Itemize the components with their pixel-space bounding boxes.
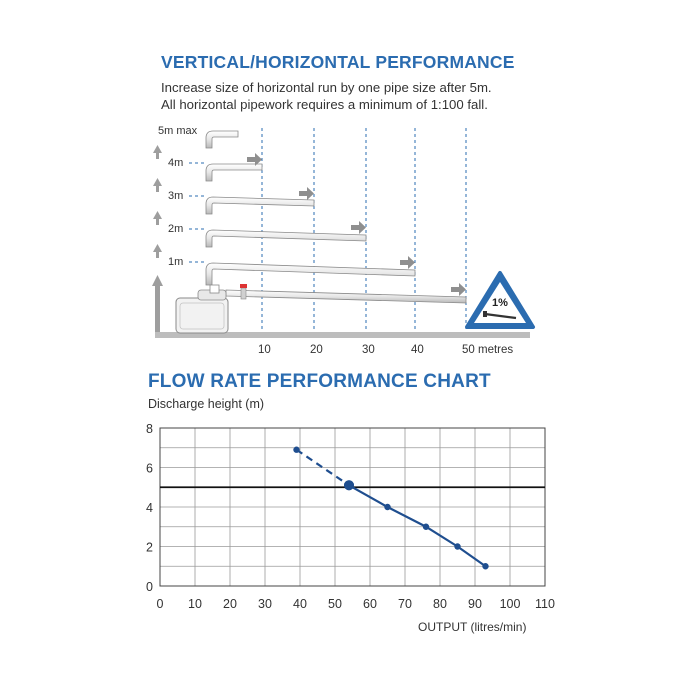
flow-rate-chart: 0 2 4 6 8 0 10 20 30 40 50 60 70 80 90 100 110 [146,422,555,611]
flow-arrows [247,153,466,296]
x-tick-label: 110 [535,597,555,611]
pipe-1m [205,262,416,286]
height-label-2m: 2m [168,223,183,235]
performance-title: VERTICAL/HORIZONTAL PERFORMANCE [161,52,515,72]
chart-x-axis-label: OUTPUT (litres/min) [418,620,526,634]
x-tick-label: 0 [157,597,164,611]
height-leaders [189,162,206,263]
pipe-0m [225,289,467,304]
pipe-5m [205,130,239,149]
x-tick-label: 80 [433,597,447,611]
pipe-3m [205,196,315,215]
pipe-2m [205,229,367,248]
series-line-dashed [295,448,350,487]
height-axis [152,145,163,332]
chart-y-axis-label: Discharge height (m) [148,397,265,411]
data-point [384,503,391,511]
x-tick-label: 10 [188,597,202,611]
x-tick-label: 30 [258,597,272,611]
data-point [344,480,354,491]
x-tick-label: 40 [293,597,307,611]
fall-badge-text: 1% [492,297,508,309]
distance-tick-20: 20 [310,344,323,356]
x-tick-label: 90 [468,597,482,611]
pump-unit [175,284,247,334]
flow-chart-title: FLOW RATE PERFORMANCE CHART [148,371,491,392]
ground-line [155,332,530,338]
series-line-solid [348,484,487,568]
y-tick-label: 4 [146,501,153,515]
distance-tick-50: 50 metres [462,344,513,356]
height-label-4m: 4m [168,157,183,169]
y-tick-label: 2 [146,541,153,555]
distance-tick-10: 10 [258,344,271,356]
data-point [293,446,300,453]
y-tick-label: 0 [146,580,153,594]
x-tick-label: 70 [398,597,412,611]
x-tick-label: 100 [500,597,521,611]
distance-tick-40: 40 [411,344,424,356]
chart-plot-frame [159,427,546,587]
data-point [422,523,430,530]
fall-warning-badge: 1% [465,271,535,329]
x-tick-label: 20 [223,597,237,611]
height-label-5m: 5m max [158,125,198,137]
x-tick-label: 50 [328,597,342,611]
y-tick-label: 6 [146,462,153,476]
data-point [454,543,461,550]
pipe-4m [205,163,263,182]
height-label-3m: 3m [168,190,183,202]
x-tick-label: 60 [363,597,377,611]
data-point [482,563,489,570]
height-label-1m: 1m [168,256,183,268]
y-tick-label: 8 [146,422,153,436]
performance-subtitle-line1: Increase size of horizontal run by one p… [161,80,492,95]
distance-tick-30: 30 [362,344,375,356]
performance-subtitle-line2: All horizontal pipework requires a minim… [161,97,488,112]
